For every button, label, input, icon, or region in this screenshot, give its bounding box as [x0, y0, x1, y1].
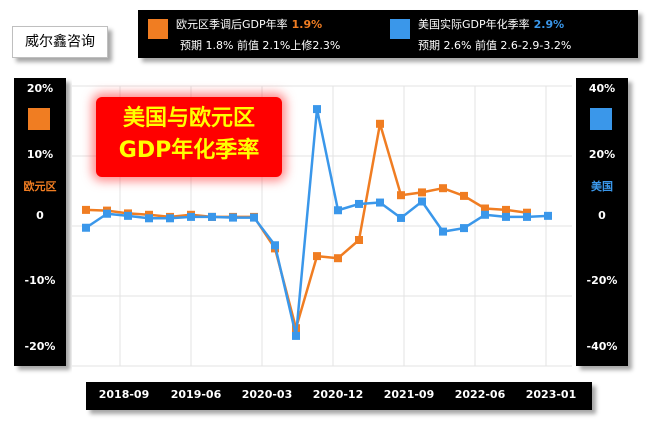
us-point: [355, 199, 363, 208]
eu-point: [502, 205, 510, 214]
right-tick: -40%: [586, 340, 618, 353]
us-legend-label: 美国实际GDP年化季率: [418, 18, 530, 31]
us-point: [166, 214, 174, 223]
us-point: [124, 211, 132, 220]
eu-point: [82, 205, 90, 214]
us-point: [481, 210, 489, 219]
eu-series-line: [85, 122, 528, 330]
us-point: [313, 105, 321, 114]
us-point: [271, 241, 279, 250]
us-point: [439, 227, 447, 236]
right-tick: 40%: [588, 82, 616, 95]
us-point: [103, 209, 111, 218]
eu-point: [418, 188, 426, 197]
us-point: [250, 213, 258, 222]
us-point: [229, 213, 237, 222]
legend-panel: 欧元区季调后GDP年率 1.9% 预期 1.8% 前值 2.1%上修2.3% 美国…: [138, 10, 638, 58]
us-point: [523, 212, 531, 221]
us-point: [460, 224, 468, 233]
eu-point: [334, 254, 342, 263]
us-point: [187, 212, 195, 221]
left-tick: 20%: [26, 82, 54, 95]
x-tick: 2018-09: [98, 388, 150, 401]
chart-title: 美国与欧元区 GDP年化季率: [96, 97, 282, 177]
x-tick: 2022-06: [454, 388, 506, 401]
us-point: [208, 212, 216, 221]
chart-title-line2: GDP年化季率: [118, 138, 260, 163]
us-point: [502, 212, 510, 221]
right-tick: -20%: [586, 274, 618, 287]
eu-legend-sub: 预期 1.8% 前值 2.1%上修2.3%: [180, 39, 341, 52]
eu-legend-label: 欧元区季调后GDP年率: [176, 18, 288, 31]
us-point: [376, 198, 384, 207]
us-point: [544, 211, 552, 220]
x-axis-panel: 2018-09 2019-06 2020-03 2020-12 2021-09 …: [86, 382, 592, 410]
left-tick: 0: [36, 209, 44, 222]
us-legend-sub: 预期 2.6% 前值 2.6-2.9-3.2%: [418, 39, 572, 52]
right-tick: 0: [598, 209, 606, 222]
eu-axis-swatch: [28, 108, 50, 130]
x-tick: 2020-12: [312, 388, 364, 401]
left-axis-panel: 20% 10% 欧元区 0 -10% -20%: [14, 78, 66, 366]
eu-point: [481, 204, 489, 213]
us-point: [292, 331, 300, 340]
eu-legend-value: 1.9%: [291, 18, 323, 31]
us-point: [418, 197, 426, 206]
us-axis-swatch: [590, 108, 612, 130]
x-tick: 2023-01: [525, 388, 577, 401]
eu-point: [439, 184, 447, 193]
x-tick: 2020-03: [241, 388, 293, 401]
us-point: [145, 214, 153, 223]
right-axis-name: 美国: [591, 180, 613, 193]
right-tick: 20%: [588, 148, 616, 161]
right-axis-panel: 40% 20% 美国 0 -20% -40%: [576, 78, 628, 366]
left-tick: -10%: [24, 274, 56, 287]
left-tick: -20%: [24, 340, 56, 353]
eu-point: [397, 191, 405, 200]
us-point: [82, 223, 90, 232]
x-tick: 2021-09: [383, 388, 435, 401]
brand-label: 威尔鑫咨询: [12, 26, 108, 58]
eu-point: [313, 252, 321, 261]
eu-point: [376, 119, 384, 128]
eu-swatch: [148, 19, 168, 39]
us-legend-value: 2.9%: [533, 18, 565, 31]
left-tick: 10%: [26, 148, 54, 161]
us-swatch: [390, 19, 410, 39]
x-tick: 2019-06: [170, 388, 222, 401]
us-point: [397, 213, 405, 222]
eu-point: [355, 236, 363, 244]
eu-point: [523, 208, 531, 217]
us-point: [334, 206, 342, 215]
left-axis-name: 欧元区: [23, 180, 57, 193]
eu-point: [460, 191, 468, 200]
chart-title-line1: 美国与欧元区: [122, 106, 255, 131]
